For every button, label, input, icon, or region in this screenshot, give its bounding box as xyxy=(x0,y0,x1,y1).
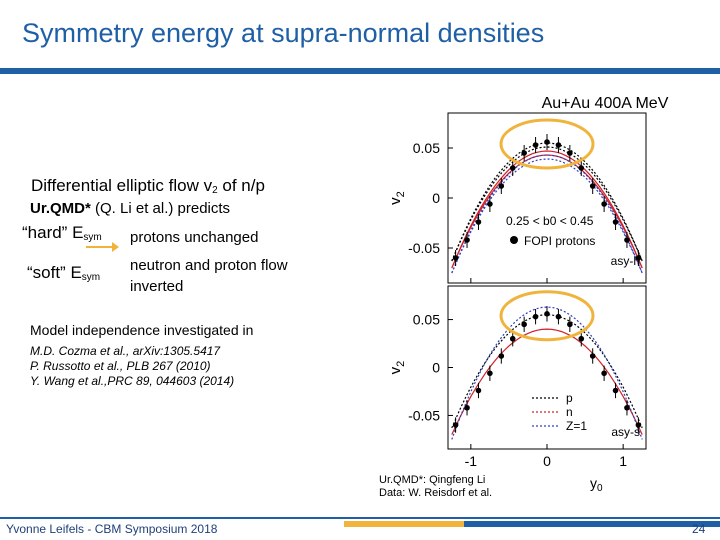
highlight-ellipse xyxy=(499,290,595,342)
y-tick-label: -0.05 xyxy=(408,240,440,256)
reference-2: P. Russotto et al., PLB 267 (2010) xyxy=(30,359,211,373)
legend-label: p xyxy=(566,391,573,405)
x-tick-label: 1 xyxy=(619,453,627,469)
data-point xyxy=(578,165,585,171)
panel-label: asy-h xyxy=(611,254,640,268)
data-point xyxy=(498,353,505,359)
y-tick-label: 0.05 xyxy=(413,140,440,156)
data-point xyxy=(475,387,482,394)
soft-label-text: “soft” E xyxy=(27,263,82,282)
data-point xyxy=(624,237,630,243)
data-point xyxy=(487,370,493,377)
data-point xyxy=(601,370,607,377)
y-tick-label: -0.05 xyxy=(408,407,440,423)
curve-band xyxy=(451,158,643,274)
data-point xyxy=(544,311,550,317)
footer-text: Yvonne Leifels - CBM Symposium 2018 xyxy=(6,522,218,536)
data-point xyxy=(612,387,619,394)
heading-text: Differential elliptic flow v xyxy=(31,176,213,195)
data-point xyxy=(509,335,516,342)
data-point xyxy=(509,165,516,171)
footer-blue-bar xyxy=(464,521,720,527)
data-point xyxy=(464,404,470,411)
slide-title: Symmetry energy at supra-normal densitie… xyxy=(22,18,545,48)
y-axis-label: v2 xyxy=(387,361,407,375)
y-tick-label: 0 xyxy=(432,190,440,206)
data-point xyxy=(567,150,573,156)
hard-label: “hard” Esym xyxy=(22,223,102,243)
panel-label: asy-s xyxy=(611,425,640,439)
hard-result: protons unchanged xyxy=(130,229,259,246)
page-number: 24 xyxy=(692,522,706,536)
x-tick-label: -1 xyxy=(465,453,478,469)
data-point xyxy=(578,335,585,342)
model-name: Ur.QMD* xyxy=(30,200,91,217)
data-point xyxy=(487,201,493,207)
soft-label-sub: sym xyxy=(81,272,101,283)
data-point xyxy=(532,142,539,148)
data-point xyxy=(589,353,596,359)
predicts-text: (Q. Li et al.) predicts xyxy=(90,200,231,217)
reference-1: M.D. Cozma et al., arXiv:1305.5417 xyxy=(30,344,221,358)
predicts-line: Ur.QMD* (Q. Li et al.) predicts xyxy=(30,200,230,217)
hard-label-sub: sym xyxy=(83,232,102,243)
data-point xyxy=(452,422,459,428)
heading: Differential elliptic flow v2 of n/p xyxy=(31,176,265,196)
data-point xyxy=(532,313,539,320)
highlight-ellipse xyxy=(499,118,595,170)
data-point xyxy=(624,404,630,411)
curve-n xyxy=(451,328,643,435)
data-point xyxy=(567,321,573,328)
credit-1: Ur.QMD*: Qingfeng Li xyxy=(379,474,486,486)
curve-p xyxy=(451,142,643,262)
data-point xyxy=(612,219,619,225)
model-independence-text: Model independence investigated in xyxy=(30,322,254,338)
data-point xyxy=(555,313,562,320)
y-axis-label: v2 xyxy=(387,191,407,205)
heading-suffix: of n/p xyxy=(217,176,265,195)
credit-2: Data: W. Reisdorf et al. xyxy=(379,487,493,499)
soft-result-2: inverted xyxy=(130,278,184,295)
chart-title: Au+Au 400A MeV xyxy=(542,95,669,112)
hard-label-text: “hard” E xyxy=(22,223,84,242)
x-tick-label: 0 xyxy=(543,453,551,469)
data-point xyxy=(464,237,470,243)
data-point xyxy=(544,139,550,145)
legend-marker xyxy=(510,236,518,244)
footer-accent-bar xyxy=(344,521,464,527)
title-divider xyxy=(0,68,720,74)
curve-n xyxy=(451,150,643,269)
reference-3: Y. Wang et al.,PRC 89, 044603 (2014) xyxy=(30,374,235,388)
y-tick-label: 0 xyxy=(432,360,440,376)
arrow-icon xyxy=(86,242,119,252)
data-point xyxy=(452,255,459,261)
data-point xyxy=(521,321,527,328)
legend-label: 0.25 < b0 < 0.45 xyxy=(506,214,594,228)
data-point xyxy=(589,183,596,189)
data-point xyxy=(555,142,562,148)
legend-label: Z=1 xyxy=(566,419,587,433)
footer-divider xyxy=(0,517,720,519)
y-tick-label: 0.05 xyxy=(413,312,440,328)
flow-chart: Au+Au 400A MeV 0.05 0 -0.05 v2 0.25 < b0 < 0.… xyxy=(387,95,669,494)
data-point xyxy=(635,255,642,261)
legend-label: FOPI protons xyxy=(524,234,595,248)
x-axis-label: y0 xyxy=(590,475,603,494)
curve-z1 xyxy=(451,306,643,440)
curve-band xyxy=(451,154,643,269)
data-point xyxy=(521,150,527,156)
data-point xyxy=(475,219,482,225)
heading-subscript: 2 xyxy=(212,185,218,196)
curve-band xyxy=(451,146,643,262)
soft-result-1: neutron and proton flow xyxy=(130,257,288,274)
curve-z1 xyxy=(451,154,643,274)
data-point xyxy=(635,422,642,428)
data-point xyxy=(498,183,505,189)
soft-label: “soft” Esym xyxy=(27,263,100,283)
data-point xyxy=(601,201,607,207)
legend-label: n xyxy=(566,405,573,419)
